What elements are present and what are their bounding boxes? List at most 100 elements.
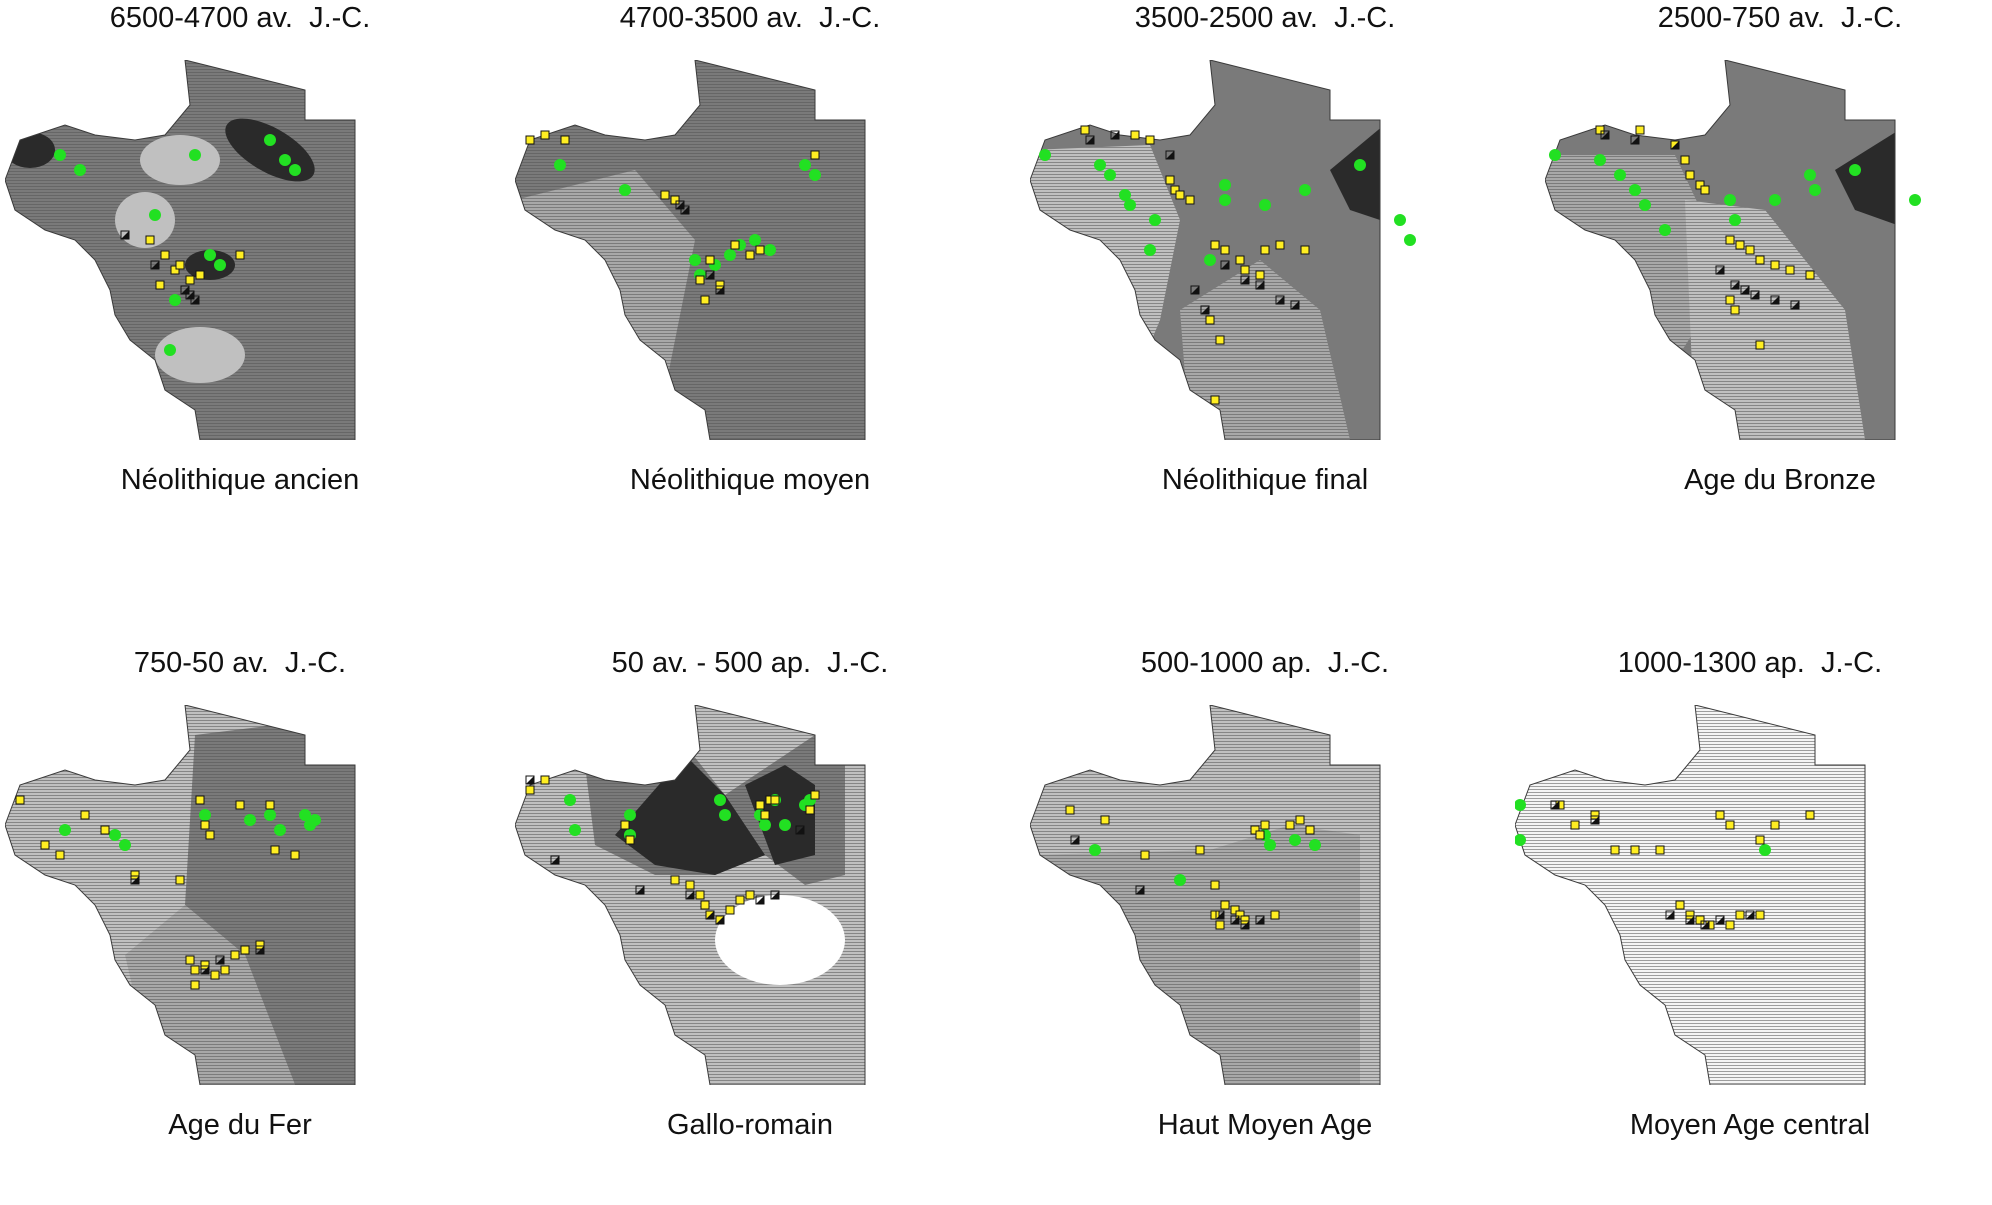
map-image <box>1545 60 1992 440</box>
site-marker-black-frame <box>1790 300 1800 310</box>
culture-label: Néolithique ancien <box>120 464 360 496</box>
map-image <box>1515 705 1985 1085</box>
site-marker-green <box>264 809 276 821</box>
site-marker-black <box>121 231 129 239</box>
culture-zone <box>615 755 765 875</box>
site-marker-green <box>279 154 291 166</box>
coastline <box>5 705 356 1085</box>
site-marker-black <box>1701 921 1709 929</box>
site-marker-black-frame <box>1665 910 1675 920</box>
site-marker-yellow <box>1635 125 1645 135</box>
site-marker-black-frame <box>200 965 210 975</box>
site-marker-green <box>809 169 821 181</box>
site-marker-green <box>799 159 811 171</box>
site-marker-green <box>244 814 256 826</box>
site-marker-yellow <box>1770 820 1780 830</box>
site-marker-green <box>169 294 181 306</box>
site-marker-yellow <box>1210 395 1220 405</box>
site-marker-yellow <box>1730 305 1740 315</box>
site-marker-green <box>59 824 71 836</box>
site-marker-yellow <box>1210 880 1220 890</box>
coastline <box>1515 705 1866 1085</box>
site-marker-yellow <box>185 275 195 285</box>
zone-hatching <box>185 715 355 1085</box>
site-marker-yellow <box>685 880 695 890</box>
zone-layer <box>515 60 865 440</box>
site-marker-green <box>719 809 731 821</box>
site-marker-yellow <box>755 245 765 255</box>
site-marker-black <box>1221 261 1229 269</box>
site-marker-black-frame <box>1770 295 1780 305</box>
site-marker-black <box>1166 151 1174 159</box>
site-marker-black <box>1231 916 1239 924</box>
site-marker-black <box>1591 816 1599 824</box>
period-label: 1000-1300 ap. J.-C. <box>1617 647 1883 679</box>
site-marker-yellow <box>1695 915 1705 925</box>
site-marker-yellow <box>235 800 245 810</box>
site-marker-yellow <box>745 890 755 900</box>
site-marker-black <box>756 896 764 904</box>
site-marker-yellow <box>155 280 165 290</box>
site-marker-black <box>256 946 264 954</box>
site-marker-green <box>1614 169 1626 181</box>
site-marker-yellow <box>540 130 550 140</box>
culture-label: Néolithique moyen <box>629 464 871 496</box>
site-marker-black-frame <box>1715 915 1725 925</box>
site-marker-yellow <box>1205 315 1215 325</box>
site-marker-black <box>1631 136 1639 144</box>
site-marker-yellow <box>1140 850 1150 860</box>
site-marker-black <box>706 271 714 279</box>
site-marker-black-frame <box>685 890 695 900</box>
site-marker-green <box>619 184 631 196</box>
site-marker-yellow <box>1175 190 1185 200</box>
site-marker-green <box>299 809 311 821</box>
period-label: 4700-3500 av. J.-C. <box>619 2 881 34</box>
site-marker-yellow <box>1220 245 1230 255</box>
site-marker-yellow <box>190 965 200 975</box>
site-marker-black-frame <box>150 260 160 270</box>
period-label: 3500-2500 av. J.-C. <box>1134 2 1396 34</box>
site-marker-black-frame <box>1240 920 1250 930</box>
site-marker-black <box>201 966 209 974</box>
site-marker-black <box>1111 131 1119 139</box>
site-marker-green <box>1729 214 1741 226</box>
site-marker-green <box>1759 844 1771 856</box>
site-marker-green <box>759 819 771 831</box>
site-marker-black-frame <box>1200 305 1210 315</box>
site-marker-yellow <box>700 900 710 910</box>
site-marker-yellow <box>770 795 780 805</box>
site-marker-black-frame <box>715 915 725 925</box>
site-marker-yellow <box>220 965 230 975</box>
site-marker-green <box>309 814 321 826</box>
culture-zone <box>1835 90 1895 240</box>
site-marker-yellow <box>715 280 725 290</box>
site-marker-black-frame <box>675 200 685 210</box>
map-panel-age-du-bronze: 2500-750 av. J.-C. Age du Bronze <box>1545 0 1992 560</box>
coastline <box>515 60 866 440</box>
site-marker-yellow <box>1785 265 1795 275</box>
culture-zone <box>5 132 55 168</box>
site-marker-yellow <box>1230 905 1240 915</box>
site-marker-black <box>1601 131 1609 139</box>
map-image <box>1030 60 1500 440</box>
site-marker-green <box>689 254 701 266</box>
culture-zone <box>155 327 245 383</box>
site-marker-black <box>1216 911 1224 919</box>
coastline <box>1030 60 1381 440</box>
site-marker-yellow <box>200 820 210 830</box>
site-marker-green <box>189 149 201 161</box>
site-marker-black <box>186 291 194 299</box>
zone-layer <box>1515 705 1865 1085</box>
site-marker-yellow <box>1595 125 1605 135</box>
coastline <box>1545 60 1896 440</box>
zone-hatching <box>1685 200 1865 440</box>
site-marker-green <box>1259 199 1271 211</box>
site-marker-yellow <box>525 135 535 145</box>
site-marker-green <box>764 244 776 256</box>
site-marker-black-frame <box>1550 800 1560 810</box>
site-marker-black <box>1071 836 1079 844</box>
site-marker-yellow <box>1170 185 1180 195</box>
site-marker-yellow <box>230 950 240 960</box>
site-marker-black <box>1256 916 1264 924</box>
site-marker-green <box>264 134 276 146</box>
